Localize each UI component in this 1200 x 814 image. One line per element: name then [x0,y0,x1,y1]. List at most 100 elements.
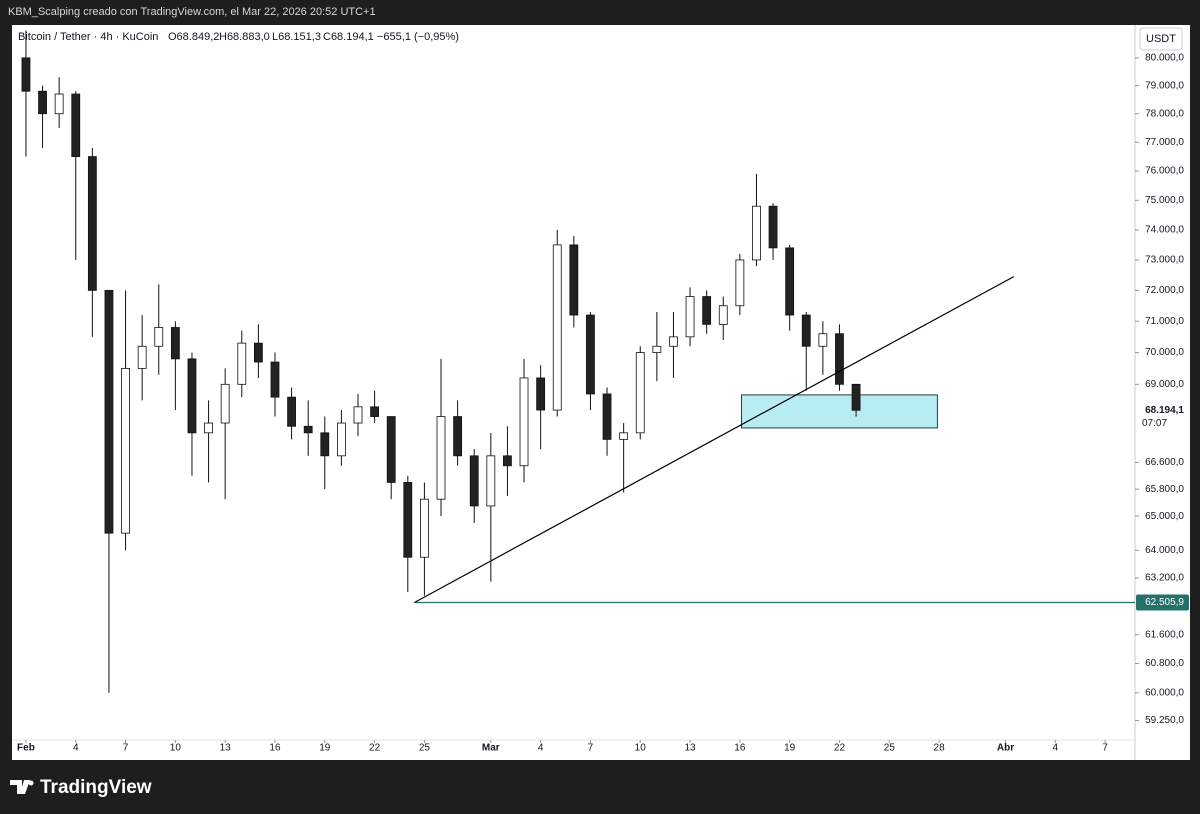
last-price-label: 68.194,1 [1145,405,1184,416]
y-tick-label: 65.800,0 [1145,484,1184,495]
candle-body [718,305,728,325]
currency-button[interactable] [1139,27,1183,51]
x-tick-label: 19 [784,743,796,754]
candle-body [652,345,662,353]
candle-body [353,406,363,424]
trendline [414,276,1015,604]
x-tick-label: 10 [170,743,182,754]
candle-body [386,416,396,483]
zone [741,394,938,429]
legend: Bitcoin / Tether · 4h · KuCoin O68.849,2… [18,31,459,43]
candle-body [38,90,47,115]
x-tick-label: Mar [482,743,500,754]
candle-body [685,296,695,338]
x-tick-label: 16 [734,743,746,754]
last-price-tag [1136,401,1189,434]
candle-body [137,345,147,369]
x-tick-label: 7 [123,743,129,754]
candle-body [768,205,778,249]
candle-body [253,342,263,363]
candle-body [469,455,479,507]
x-tick-label: Abr [997,743,1014,754]
candle-body [486,455,496,507]
candle-body [619,432,629,440]
candle-body [801,314,811,347]
candle-body [336,422,346,457]
x-tick-label: 25 [884,743,896,754]
y-tick-label: 80.000,0 [1145,52,1184,63]
candle-body [154,327,164,347]
candle-body [835,333,844,385]
candle-body [54,93,64,115]
y-tick-label: 70.000,0 [1145,347,1184,358]
y-tick-label: 79.000,0 [1145,80,1184,91]
y-tick-label: 59.250,0 [1145,715,1184,726]
header: KBM_Scalping creado con TradingView.com,… [8,6,376,18]
x-tick-label: 19 [319,743,331,754]
x-tick-label: 16 [269,743,281,754]
candle-body [403,482,413,558]
candle-body [220,383,230,424]
y-tick-label: 75.000,0 [1145,195,1184,206]
candle-body [21,57,31,92]
y-tick-label: 66.600,0 [1145,457,1184,468]
x-tick-label: 4 [73,743,79,754]
legend-high: H68.883,0 [219,31,270,43]
y-tick-label: 60.800,0 [1145,658,1184,669]
candle-body [436,416,446,500]
candle-body [453,416,463,457]
x-tick-label: 7 [1102,743,1108,754]
x-tick-label: 25 [419,743,431,754]
candle-body [536,377,546,411]
currency-label[interactable]: USDT [1146,33,1176,45]
candle-body [785,247,795,316]
candle-body [303,425,313,434]
candle-body [669,336,678,347]
y-tick-label: 74.000,0 [1145,225,1184,236]
y-tick-label: 78.000,0 [1145,108,1184,119]
countdown: 07:07 [1142,418,1167,429]
legend-open: O68.849,2 [168,31,219,43]
y-tick-label: 65.000,0 [1145,511,1184,522]
legend-low: L68.151,3 [272,31,321,43]
candle-body [702,296,712,325]
x-tick-label: 10 [635,743,647,754]
y-tick-label: 63.200,0 [1145,573,1184,584]
brand-name: TradingView [40,777,152,798]
chart-background [12,25,1190,760]
candle-body [187,358,197,434]
level-label: 62.505,9 [1145,597,1184,608]
x-tick-label: 28 [934,743,946,754]
y-tick-label: 71.000,0 [1145,316,1184,327]
candle-body [170,327,180,360]
candle-body [71,93,81,157]
plot [21,30,1135,693]
level-tag [1136,594,1189,611]
candle-body [586,314,595,395]
candle-body [121,367,130,534]
candle-body [818,333,828,347]
legend-symbol: Bitcoin / Tether · 4h · KuCoin [18,31,158,43]
candle-body [602,393,612,440]
candle-body [569,244,579,316]
legend-close: C68.194,1 [323,31,374,43]
y-tick-label: 77.000,0 [1145,137,1184,148]
candle-body [87,156,97,291]
x-tick-label: 4 [1053,743,1059,754]
x-tick-label: 13 [684,743,696,754]
y-tick-label: 76.000,0 [1145,166,1184,177]
x-tick-label: 22 [834,743,846,754]
candle-body [237,342,247,385]
y-tick-label: 61.600,0 [1145,629,1184,640]
y-tick-label: 64.000,0 [1145,545,1184,556]
x-tick-label: 13 [220,743,232,754]
y-tick-label: 60.000,0 [1145,687,1184,698]
y-tick-label: 69.000,0 [1145,379,1184,390]
legend-change: −655,1 (−0,95%) [377,31,459,43]
candle-body [552,244,562,411]
candle-body [370,406,380,417]
candle-body [420,498,429,558]
candle-body [204,422,213,434]
